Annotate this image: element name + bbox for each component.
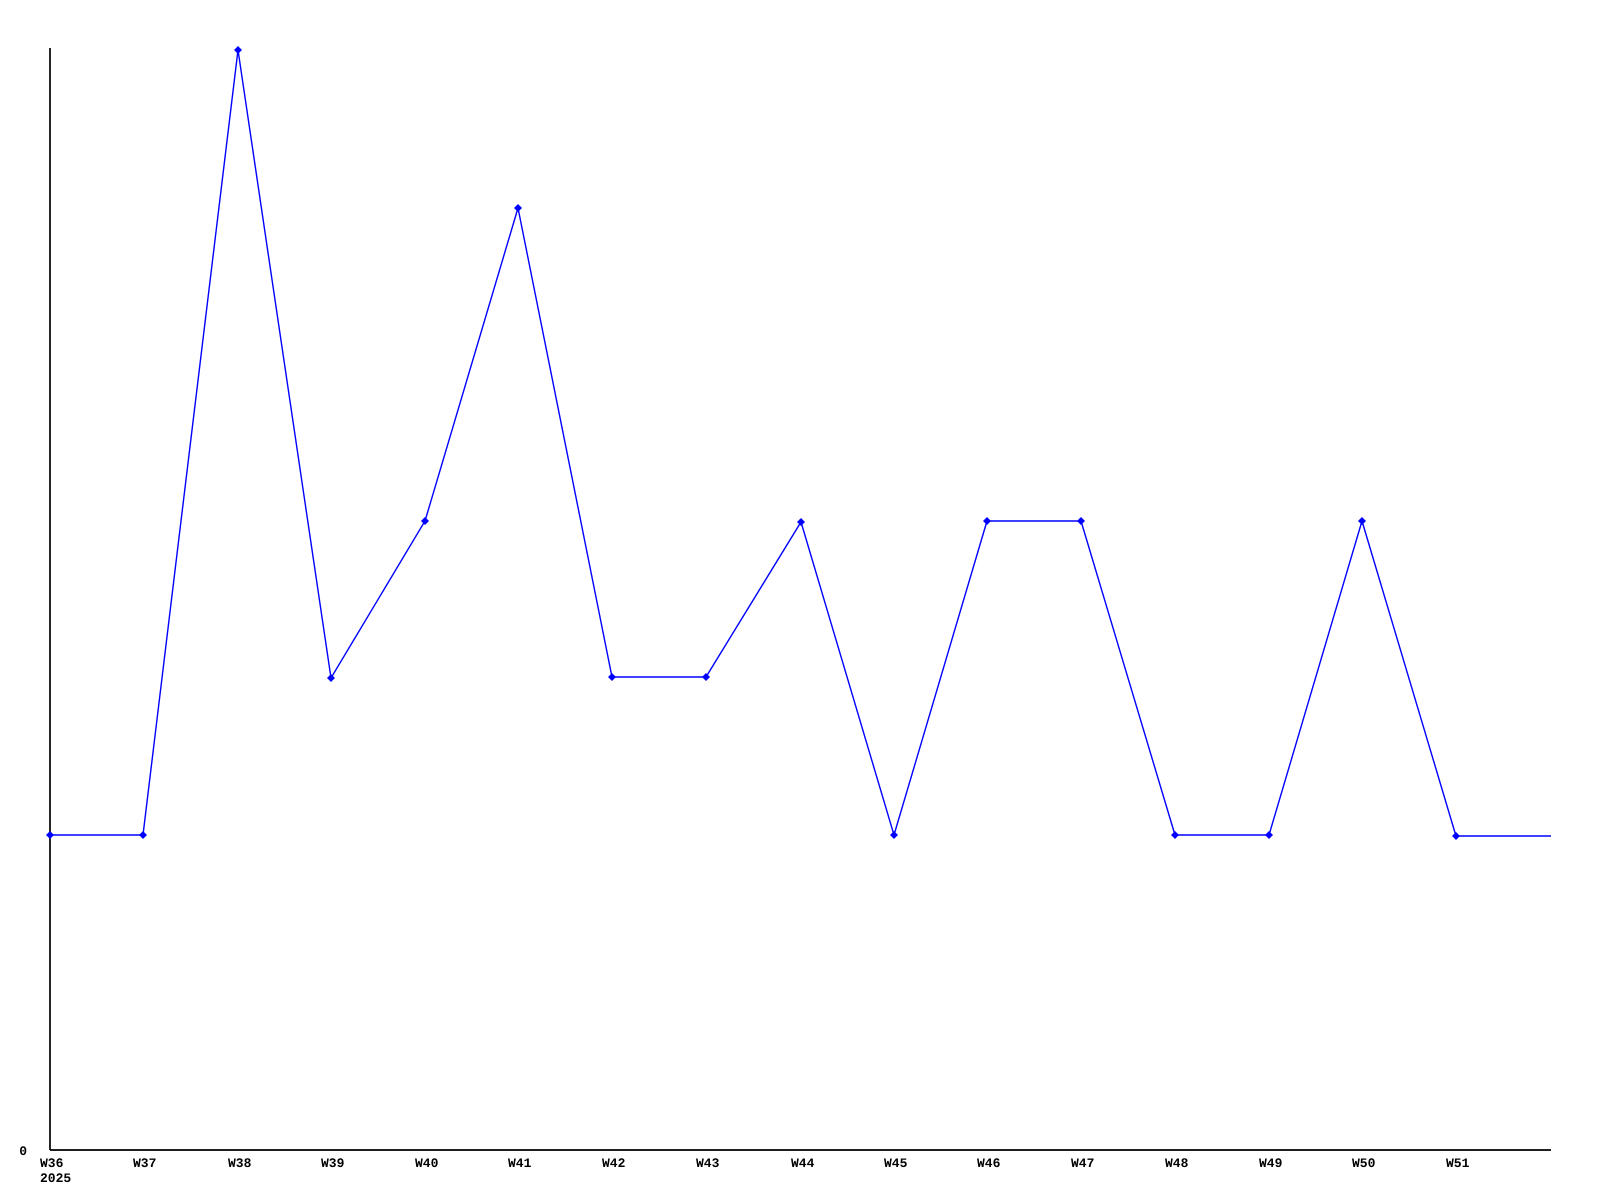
svg-text:W49: W49 xyxy=(1259,1156,1283,1171)
svg-text:2025: 2025 xyxy=(40,1171,71,1186)
svg-text:W41: W41 xyxy=(508,1156,532,1171)
svg-text:W36: W36 xyxy=(40,1156,64,1171)
svg-text:W50: W50 xyxy=(1352,1156,1376,1171)
svg-text:W47: W47 xyxy=(1071,1156,1094,1171)
svg-text:W46: W46 xyxy=(977,1156,1001,1171)
svg-text:W51: W51 xyxy=(1446,1156,1470,1171)
svg-text:W45: W45 xyxy=(884,1156,908,1171)
svg-text:W40: W40 xyxy=(415,1156,439,1171)
svg-text:W38: W38 xyxy=(228,1156,252,1171)
svg-text:W43: W43 xyxy=(696,1156,720,1171)
svg-text:W48: W48 xyxy=(1165,1156,1189,1171)
svg-text:W42: W42 xyxy=(602,1156,626,1171)
svg-text:W44: W44 xyxy=(791,1156,815,1171)
svg-text:0: 0 xyxy=(19,1144,27,1159)
svg-text:W37: W37 xyxy=(133,1156,156,1171)
svg-text:W39: W39 xyxy=(321,1156,345,1171)
